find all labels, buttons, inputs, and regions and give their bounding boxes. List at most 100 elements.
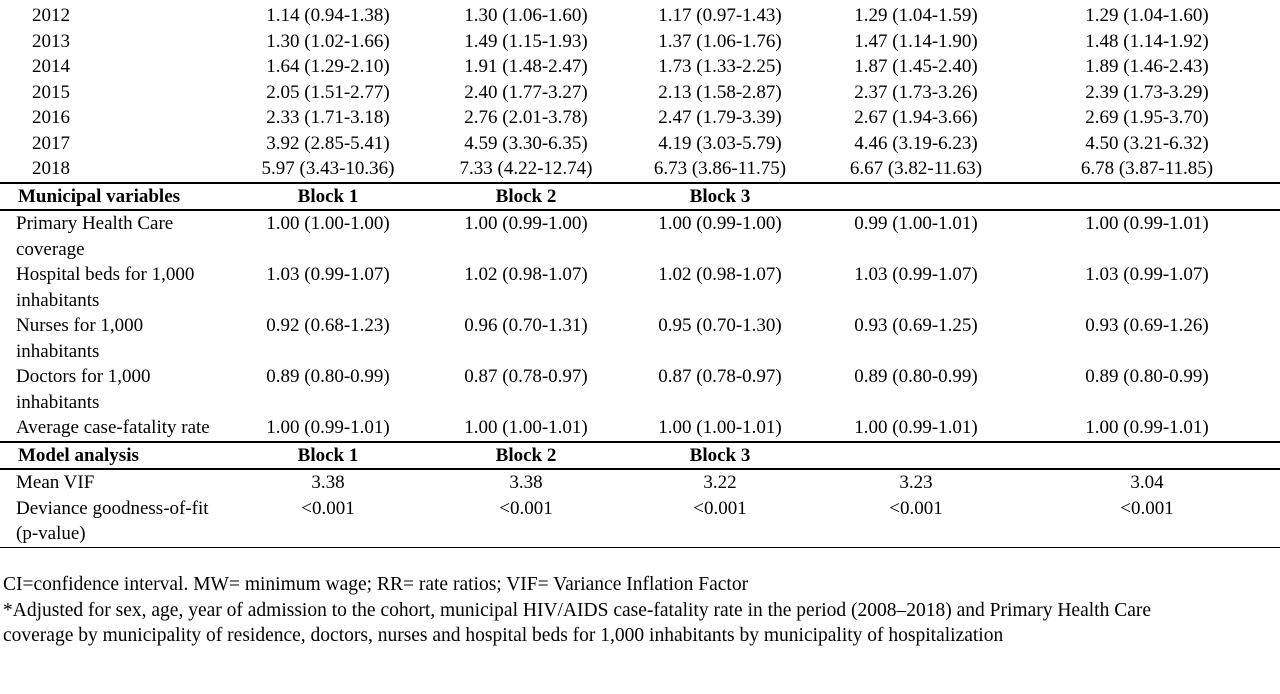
adjustment-note: *Adjusted for sex, age, year of admissio… xyxy=(3,599,1152,647)
cell-col5: 0.93 (0.69-1.26) xyxy=(1085,315,1209,336)
table-row-phc-coverage: Primary Health Care coverage 1.00 (1.00-… xyxy=(0,210,1280,262)
cell-block2: 1.91 (1.48-2.47) xyxy=(464,56,588,77)
model-section-header: Model analysis Block 1 Block 2 Block 3 xyxy=(0,440,1280,470)
cell-col5: 0.89 (0.80-0.99) xyxy=(1085,366,1209,387)
cell-block1: 2.33 (1.71-3.18) xyxy=(266,107,390,128)
row-label: 2014 xyxy=(32,56,70,77)
cell-block3: 0.87 (0.78-0.97) xyxy=(658,366,782,387)
empty-heading xyxy=(818,181,1014,211)
cell-col4: 3.23 xyxy=(899,472,933,493)
cell-block3: 1.00 (0.99-1.00) xyxy=(658,213,782,234)
cell-block1: 3.92 (2.85-5.41) xyxy=(266,132,390,154)
cell-col4: 2.67 (1.94-3.66) xyxy=(854,107,978,128)
cell-col5: 2.39 (1.73-3.29) xyxy=(1085,81,1209,103)
cell-block2: 4.59 (3.30-6.35) xyxy=(464,132,588,154)
cell-col5: 1.00 (0.99-1.01) xyxy=(1085,213,1209,234)
table-footnotes: CI=confidence interval. MW= minimum wage… xyxy=(3,572,1203,649)
cell-block3: 2.13 (1.58-2.87) xyxy=(658,81,782,103)
block3-heading: Block 3 xyxy=(622,181,818,211)
cell-block1: 0.92 (0.68-1.23) xyxy=(266,315,390,336)
cell-block2: 7.33 (4.22-12.74) xyxy=(459,158,593,179)
row-label: 2016 xyxy=(32,107,70,128)
table-row-2012: 2012 1.14 (0.94-1.38) 1.30 (1.06-1.60) 1… xyxy=(0,3,1280,29)
cell-block2: 1.30 (1.06-1.60) xyxy=(464,5,588,26)
row-label: 2013 xyxy=(32,30,70,52)
cell-block2: <0.001 xyxy=(426,495,622,548)
empty-heading xyxy=(818,440,1014,470)
row-label: Average case-fatality rate xyxy=(16,417,210,438)
cell-block2: 1.49 (1.15-1.93) xyxy=(464,30,588,52)
row-label: 2015 xyxy=(32,81,70,103)
row-label: Nurses for 1,000 inhabitants xyxy=(16,315,144,362)
block2-heading: Block 2 xyxy=(426,181,622,211)
municipal-section-header: Municipal variables Block 1 Block 2 Bloc… xyxy=(0,181,1280,211)
table-row-hospital-beds: Hospital beds for 1,000 inhabitants 1.03… xyxy=(0,262,1280,313)
cell-col4: 1.29 (1.04-1.59) xyxy=(854,5,978,26)
table-row-2014: 2014 1.64 (1.29-2.10) 1.91 (1.48-2.47) 1… xyxy=(0,54,1280,80)
cell-block2: 3.38 xyxy=(509,472,543,493)
row-label: 2017 xyxy=(32,132,70,154)
cell-block1: 5.97 (3.43-10.36) xyxy=(261,158,395,179)
table-row-2017: 2017 3.92 (2.85-5.41) 4.59 (3.30-6.35) 4… xyxy=(0,131,1280,157)
cell-col5: 1.00 (0.99-1.01) xyxy=(1085,417,1209,438)
cell-block1: 1.00 (1.00-1.00) xyxy=(266,213,390,234)
results-table: 2012 1.14 (0.94-1.38) 1.30 (1.06-1.60) 1… xyxy=(0,3,1280,548)
cell-block2: 1.00 (1.00-1.01) xyxy=(464,417,588,438)
cell-block1: <0.001 xyxy=(218,495,426,548)
cell-block2: 2.40 (1.77-3.27) xyxy=(464,81,588,103)
table-row-2013: 2013 1.30 (1.02-1.66) 1.49 (1.15-1.93) 1… xyxy=(0,29,1280,55)
cell-block3: 1.02 (0.98-1.07) xyxy=(658,264,782,285)
block1-heading: Block 1 xyxy=(218,440,426,470)
empty-heading xyxy=(1014,181,1280,211)
cell-col4: 2.37 (1.73-3.26) xyxy=(854,81,978,103)
cell-col4: 6.67 (3.82-11.63) xyxy=(849,158,983,179)
cell-block1: 1.30 (1.02-1.66) xyxy=(266,30,390,52)
cell-block3: <0.001 xyxy=(622,495,818,548)
cell-block3: 2.47 (1.79-3.39) xyxy=(658,107,782,128)
cell-block1: 1.14 (0.94-1.38) xyxy=(266,5,390,26)
cell-block1: 1.00 (0.99-1.01) xyxy=(266,417,390,438)
row-label: Deviance goodness-of-fit (p-value) xyxy=(0,495,218,548)
cell-block3: 3.22 xyxy=(703,472,737,493)
block2-heading: Block 2 xyxy=(426,440,622,470)
cell-col4: 1.03 (0.99-1.07) xyxy=(854,264,978,285)
section-title: Model analysis xyxy=(0,440,218,470)
cell-col5: 4.50 (3.21-6.32) xyxy=(1085,132,1209,154)
cell-block3: 1.17 (0.97-1.43) xyxy=(658,5,782,26)
cell-col5: 1.89 (1.46-2.43) xyxy=(1085,56,1209,77)
cell-col5: 1.03 (0.99-1.07) xyxy=(1085,264,1209,285)
table-row-doctors: Doctors for 1,000 inhabitants 0.89 (0.80… xyxy=(0,364,1280,415)
cell-col4: 1.47 (1.14-1.90) xyxy=(854,30,978,52)
table-row-mean-vif: Mean VIF 3.38 3.38 3.22 3.23 3.04 xyxy=(0,469,1280,496)
cell-block3: 1.73 (1.33-2.25) xyxy=(658,56,782,77)
cell-block3: 6.73 (3.86-11.75) xyxy=(653,158,787,179)
section-title: Municipal variables xyxy=(0,181,218,211)
cell-block2: 2.76 (2.01-3.78) xyxy=(464,107,588,128)
cell-col4: 1.00 (0.99-1.01) xyxy=(854,417,978,438)
cell-col5: <0.001 xyxy=(1014,495,1280,548)
cell-block3: 4.19 (3.03-5.79) xyxy=(658,132,782,154)
table-row-case-fatality: Average case-fatality rate 1.00 (0.99-1.… xyxy=(0,415,1280,442)
cell-col5: 6.78 (3.87-11.85) xyxy=(1080,158,1214,179)
cell-col5: 2.69 (1.95-3.70) xyxy=(1085,107,1209,128)
cell-block1: 3.38 xyxy=(311,472,345,493)
cell-col4: 0.99 (1.00-1.01) xyxy=(854,213,978,234)
cell-block2: 1.00 (0.99-1.00) xyxy=(464,213,588,234)
cell-col4: 0.93 (0.69-1.25) xyxy=(854,315,978,336)
cell-block2: 0.96 (0.70-1.31) xyxy=(464,315,588,336)
cell-col4: 4.46 (3.19-6.23) xyxy=(854,132,978,154)
table-row-2016: 2016 2.33 (1.71-3.18) 2.76 (2.01-3.78) 2… xyxy=(0,105,1280,131)
cell-col4: 1.87 (1.45-2.40) xyxy=(854,56,978,77)
cell-block2: 1.02 (0.98-1.07) xyxy=(464,264,588,285)
table-row-2018: 2018 5.97 (3.43-10.36) 7.33 (4.22-12.74)… xyxy=(0,156,1280,183)
cell-block1: 2.05 (1.51-2.77) xyxy=(266,81,390,103)
row-label: 2012 xyxy=(32,5,70,26)
cell-block3: 1.37 (1.06-1.76) xyxy=(658,30,782,52)
cell-col5: 1.29 (1.04-1.60) xyxy=(1085,5,1209,26)
cell-col5: 3.04 xyxy=(1130,472,1164,493)
empty-heading xyxy=(1014,440,1280,470)
table-row-deviance: Deviance goodness-of-fit (p-value) <0.00… xyxy=(0,495,1280,548)
cell-col5: 1.48 (1.14-1.92) xyxy=(1085,30,1209,52)
cell-col4: <0.001 xyxy=(818,495,1014,548)
